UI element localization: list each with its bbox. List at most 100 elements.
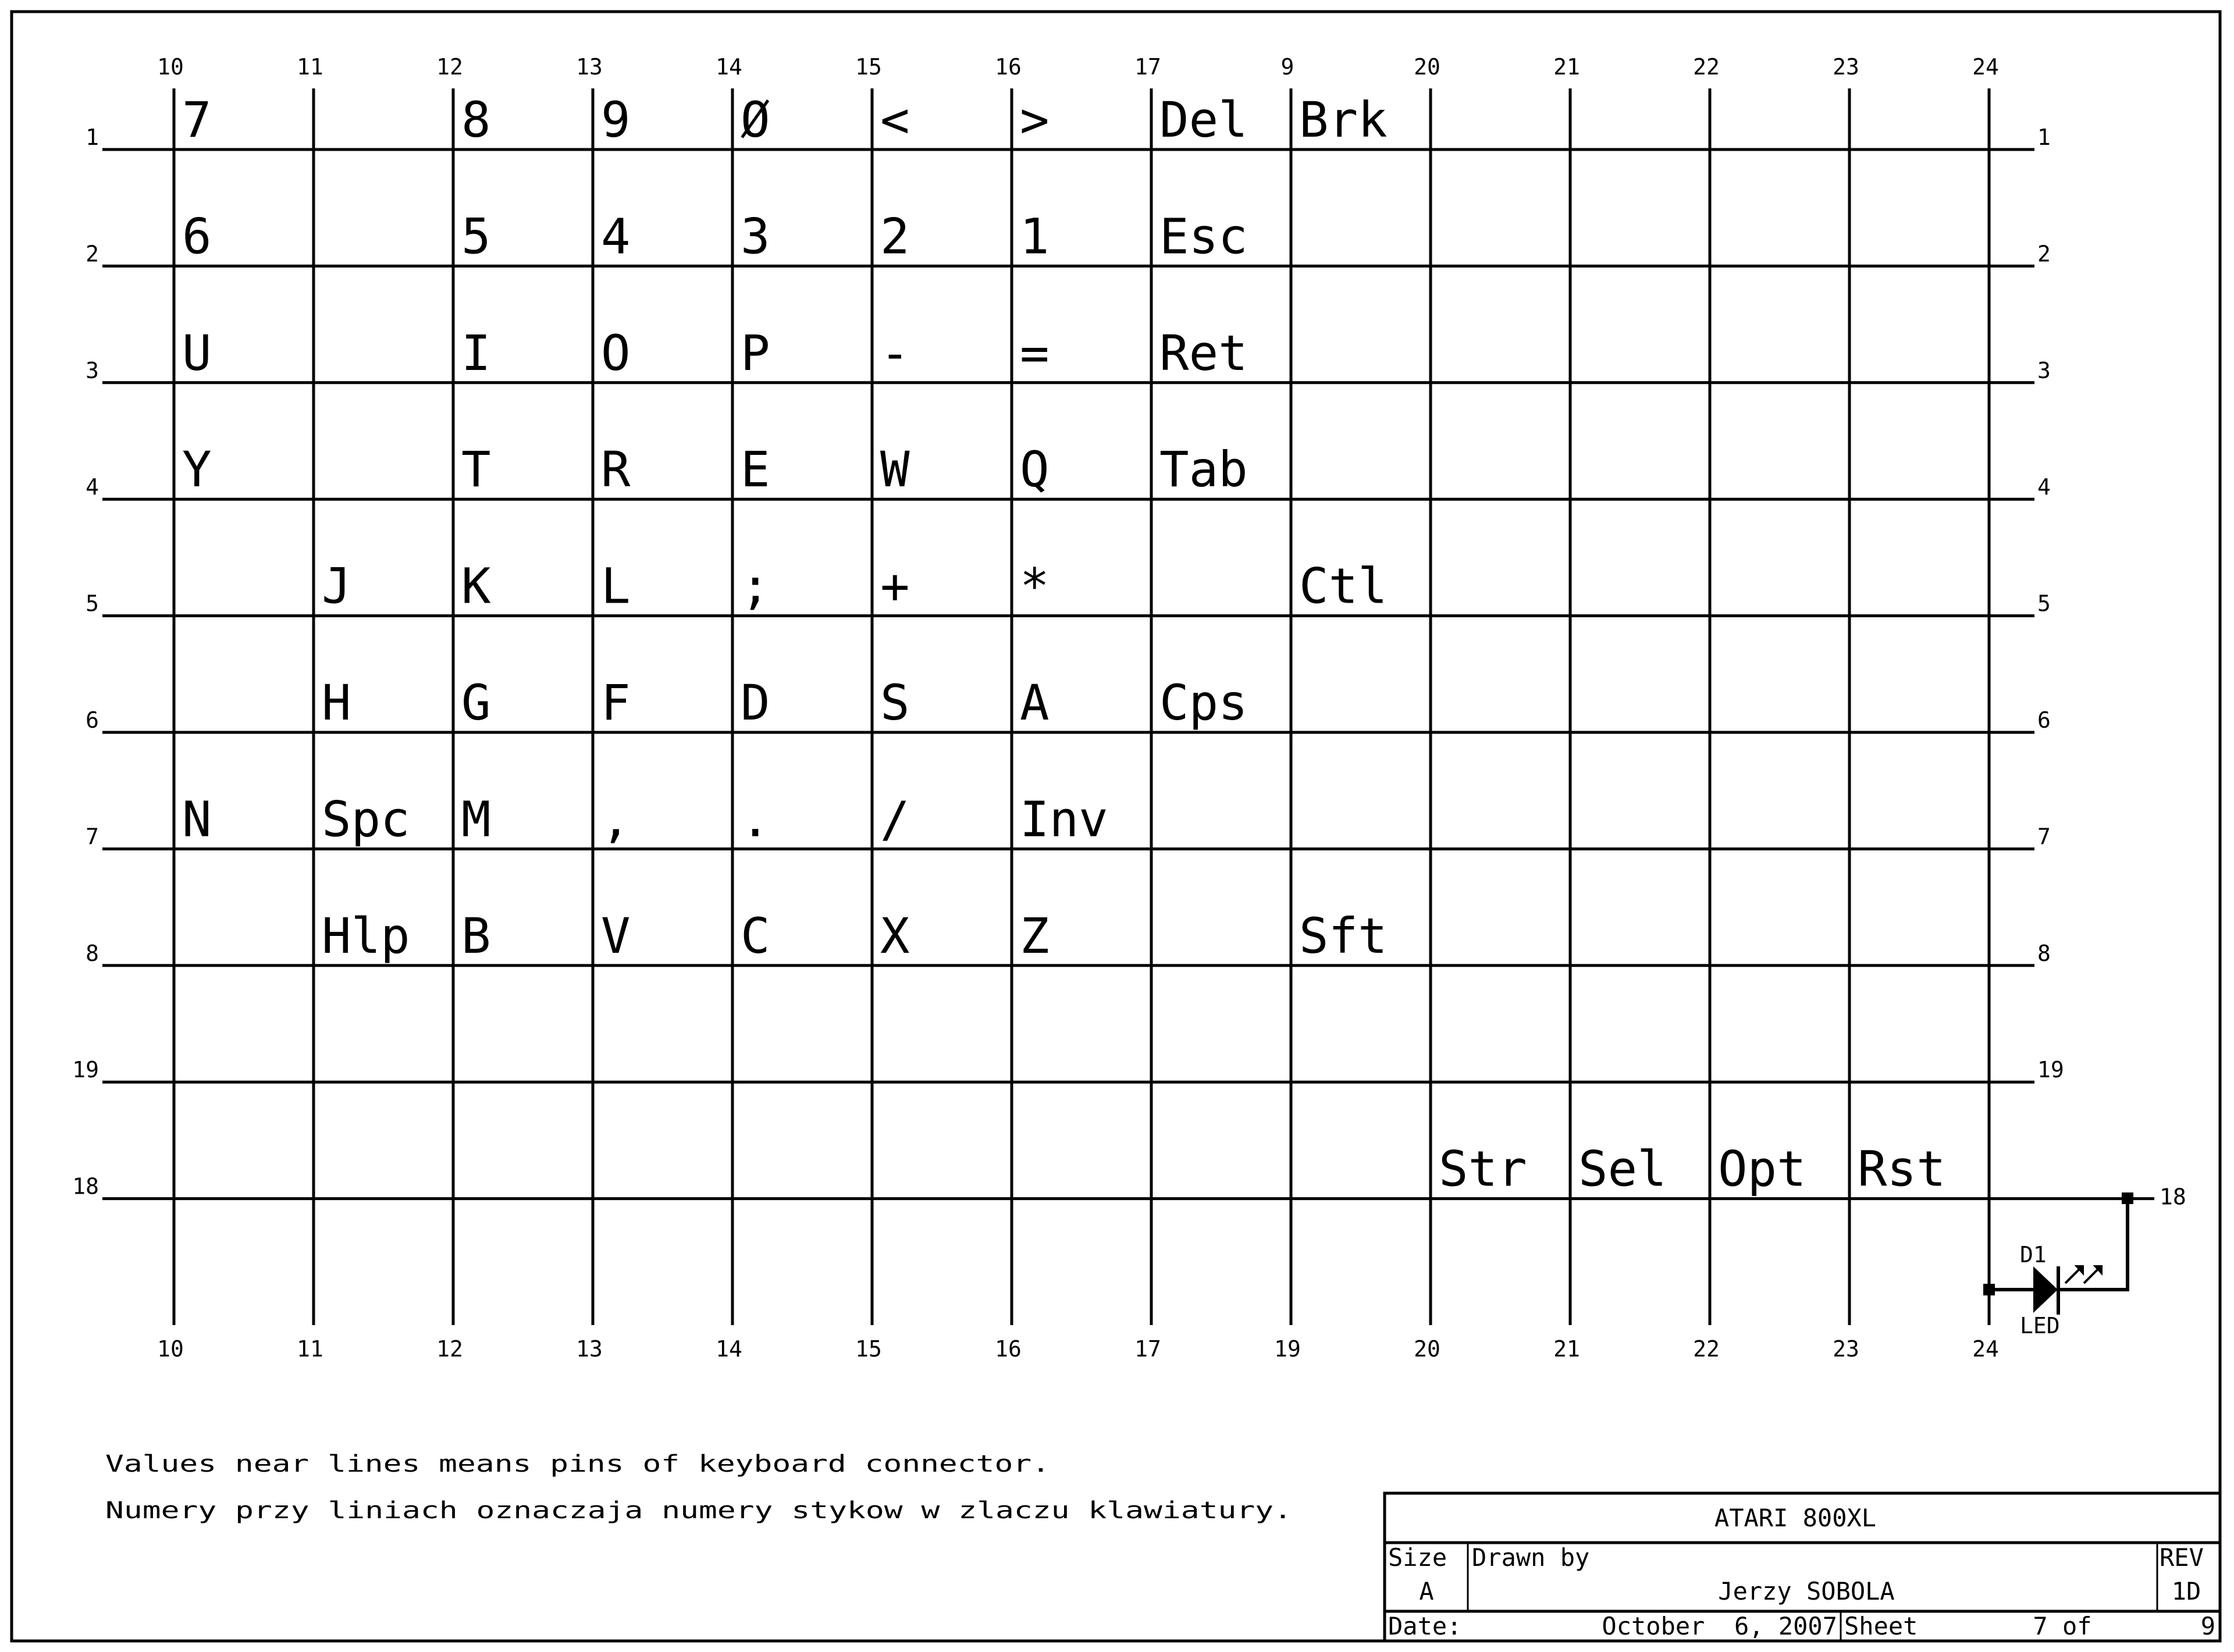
- key-label: /: [880, 791, 910, 848]
- key-label: S: [880, 674, 910, 731]
- key-label: 9: [601, 91, 631, 148]
- column-pin-bottom: 12: [436, 1336, 463, 1362]
- date-label: Date:: [1388, 1612, 1461, 1640]
- key-label: 4: [601, 208, 631, 265]
- column-pin-bottom: 19: [1274, 1336, 1301, 1362]
- row-pin-right: 19: [2037, 1057, 2064, 1083]
- key-label: I: [461, 325, 491, 382]
- row-pin-right: 8: [2037, 941, 2051, 966]
- key-label: <: [880, 91, 910, 148]
- key-label: P: [741, 325, 770, 382]
- key-label: R: [601, 441, 631, 498]
- column-pin-top: 15: [855, 54, 882, 80]
- column-pin-bottom: 11: [297, 1336, 323, 1362]
- note-polish: Numery przy liniach oznaczaja numery sty…: [105, 1497, 1292, 1524]
- notes: Values near lines means pins of keyboard…: [105, 1451, 1292, 1524]
- column-pin-top: 17: [1134, 54, 1161, 80]
- key-label: Ø: [741, 91, 770, 148]
- column-pin-top: 11: [297, 54, 323, 80]
- key-label: A: [1020, 674, 1050, 731]
- key-label: 6: [182, 208, 212, 265]
- key-label: >: [1020, 91, 1050, 148]
- note-english: Values near lines means pins of keyboard…: [105, 1451, 1050, 1477]
- column-pin-top: 24: [1972, 54, 1999, 80]
- size-value: A: [1419, 1577, 1433, 1605]
- key-label: Opt: [1718, 1141, 1806, 1198]
- key-label: Sft: [1299, 907, 1388, 964]
- column-pin-top: 10: [157, 54, 184, 80]
- column-pin-top: 12: [436, 54, 463, 80]
- column-pin-top: 16: [995, 54, 1022, 80]
- sheet-total: 9: [2201, 1612, 2215, 1640]
- size-label: Size: [1388, 1543, 1447, 1572]
- key-label: 7: [182, 91, 212, 148]
- column-pin-bottom: 22: [1693, 1336, 1720, 1362]
- key-label: B: [461, 907, 491, 964]
- key-label: E: [741, 441, 770, 498]
- key-label: 8: [461, 91, 491, 148]
- key-label: L: [601, 558, 631, 615]
- column-pin-bottom: 16: [995, 1336, 1022, 1362]
- row-pin-right: 6: [2037, 707, 2051, 733]
- key-label: T: [461, 441, 491, 498]
- row-pin-right: 5: [2037, 591, 2051, 617]
- key-labels: 7 8 9 Ø < > Del Brk 6 5 4 3 2 1 Esc U I O P - = Ret Y T R E W Q Tab J…: [182, 91, 1946, 1198]
- rev-value: 1D: [2172, 1577, 2201, 1605]
- key-label: Y: [182, 441, 212, 498]
- led-diode-icon: [1989, 1198, 2129, 1315]
- key-label: Inv: [1020, 791, 1108, 848]
- key-label: U: [182, 325, 212, 382]
- sheet-border: [10, 10, 2222, 1643]
- drawn-by-label: Drawn by: [1472, 1543, 1589, 1572]
- key-label: -: [880, 325, 910, 382]
- key-label: X: [880, 907, 910, 964]
- column-pin-bottom: 15: [855, 1336, 882, 1362]
- sheet-label: Sheet: [1844, 1612, 1918, 1640]
- sheet-value: 7 of: [2033, 1612, 2091, 1640]
- key-label: Z: [1020, 907, 1050, 964]
- column-pin-top: 20: [1414, 54, 1440, 80]
- key-label: 5: [461, 208, 491, 265]
- key-label: Ctl: [1299, 558, 1388, 615]
- key-label: Rst: [1858, 1141, 1946, 1198]
- row-pin-left: 8: [86, 941, 99, 966]
- column-pin-bottom: 23: [1833, 1336, 1859, 1362]
- key-label: N: [182, 791, 212, 848]
- key-label: Str: [1439, 1141, 1527, 1198]
- key-label: J: [322, 558, 351, 615]
- title: ATARI 800XL: [1714, 1504, 1876, 1532]
- key-label: 3: [741, 208, 770, 265]
- row-pin-right: 1: [2037, 124, 2051, 150]
- row-pin-left: 1: [86, 124, 99, 150]
- led-d1: D1 LED: [1983, 1192, 2133, 1338]
- key-label: Cps: [1159, 674, 1248, 731]
- key-label: 2: [880, 208, 910, 265]
- column-pin-top: 23: [1833, 54, 1859, 80]
- key-label: O: [601, 325, 631, 382]
- row-pin-left: 7: [86, 824, 99, 849]
- key-label: Spc: [322, 791, 410, 848]
- column-pin-bottom: 14: [716, 1336, 742, 1362]
- row-pin-right: 7: [2037, 824, 2051, 849]
- column-pin-bottom: 20: [1414, 1336, 1440, 1362]
- key-label: M: [461, 791, 491, 848]
- key-label: Esc: [1159, 208, 1248, 265]
- junction-dot: [1983, 1284, 1995, 1295]
- key-label: V: [601, 907, 631, 964]
- row-pin-left: 5: [86, 591, 99, 617]
- column-pin-top: 13: [576, 54, 603, 80]
- key-label: G: [461, 674, 491, 731]
- key-label: =: [1020, 325, 1050, 382]
- key-label: W: [880, 441, 910, 498]
- row-pin-left: 3: [86, 358, 99, 383]
- key-label: +: [880, 558, 910, 615]
- title-block: ATARI 800XL Size A Drawn by Jerzy SOBOLA…: [1383, 1491, 2222, 1643]
- key-label: *: [1020, 558, 1050, 615]
- key-label: H: [322, 674, 351, 731]
- key-label: Hlp: [322, 907, 410, 964]
- column-pin-bottom: 17: [1134, 1336, 1161, 1362]
- key-label: 1: [1020, 208, 1050, 265]
- column-pin-bottom: 24: [1972, 1336, 1999, 1362]
- column-pin-bottom: 13: [576, 1336, 603, 1362]
